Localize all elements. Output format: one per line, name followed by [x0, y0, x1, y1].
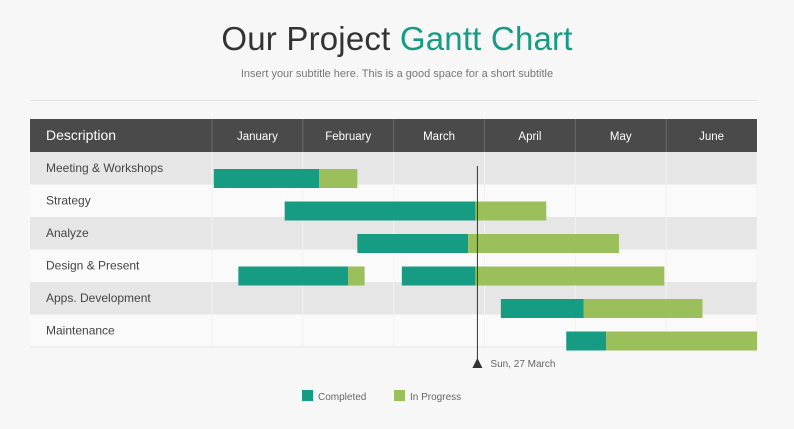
month-label: January [237, 131, 278, 143]
title-divider [30, 100, 758, 101]
month-label: April [518, 131, 541, 143]
month-label: May [610, 131, 632, 143]
legend-label: In Progress [410, 392, 461, 403]
legend-swatch-in-progress [394, 390, 405, 401]
gantt-bar-completed [566, 331, 607, 351]
gantt-bar-completed [500, 299, 584, 318]
task-name: Apps. Development [46, 291, 151, 305]
month-label: March [423, 131, 455, 143]
task-name: Meeting & Workshops [46, 161, 163, 175]
legend-swatch-completed [302, 390, 313, 401]
gantt-bar-completed [357, 234, 469, 253]
task-name: Analyze [46, 226, 89, 240]
gantt-bar-in-progress [475, 266, 665, 286]
task-name: Maintenance [46, 324, 115, 338]
gantt-bar-completed [284, 201, 476, 221]
month-label: February [325, 131, 371, 143]
page-title: Our Project Gantt Chart [0, 20, 794, 58]
description-header: Description [46, 127, 116, 143]
gantt-bar-in-progress [606, 331, 757, 351]
gantt-bar-in-progress [583, 299, 703, 318]
gantt-bar-in-progress [468, 234, 619, 253]
gantt-bar-completed [238, 266, 349, 286]
gantt-bar-completed [213, 169, 320, 188]
gantt-bar-in-progress [475, 201, 547, 221]
page-subtitle: Insert your subtitle here. This is a goo… [240, 68, 554, 80]
gantt-bar-in-progress [348, 266, 365, 286]
gantt-bar-in-progress [319, 169, 358, 188]
task-name: Strategy [46, 194, 91, 208]
today-marker-label: Sun, 27 March [490, 359, 555, 370]
gantt-bar-completed [401, 266, 476, 286]
title-accent: Gantt Chart [399, 20, 573, 57]
legend-label: Completed [318, 392, 366, 403]
task-name: Design & Present [46, 259, 140, 273]
month-label: June [699, 131, 724, 143]
title-main: Our Project [221, 20, 391, 57]
today-marker-arrow [472, 358, 483, 368]
